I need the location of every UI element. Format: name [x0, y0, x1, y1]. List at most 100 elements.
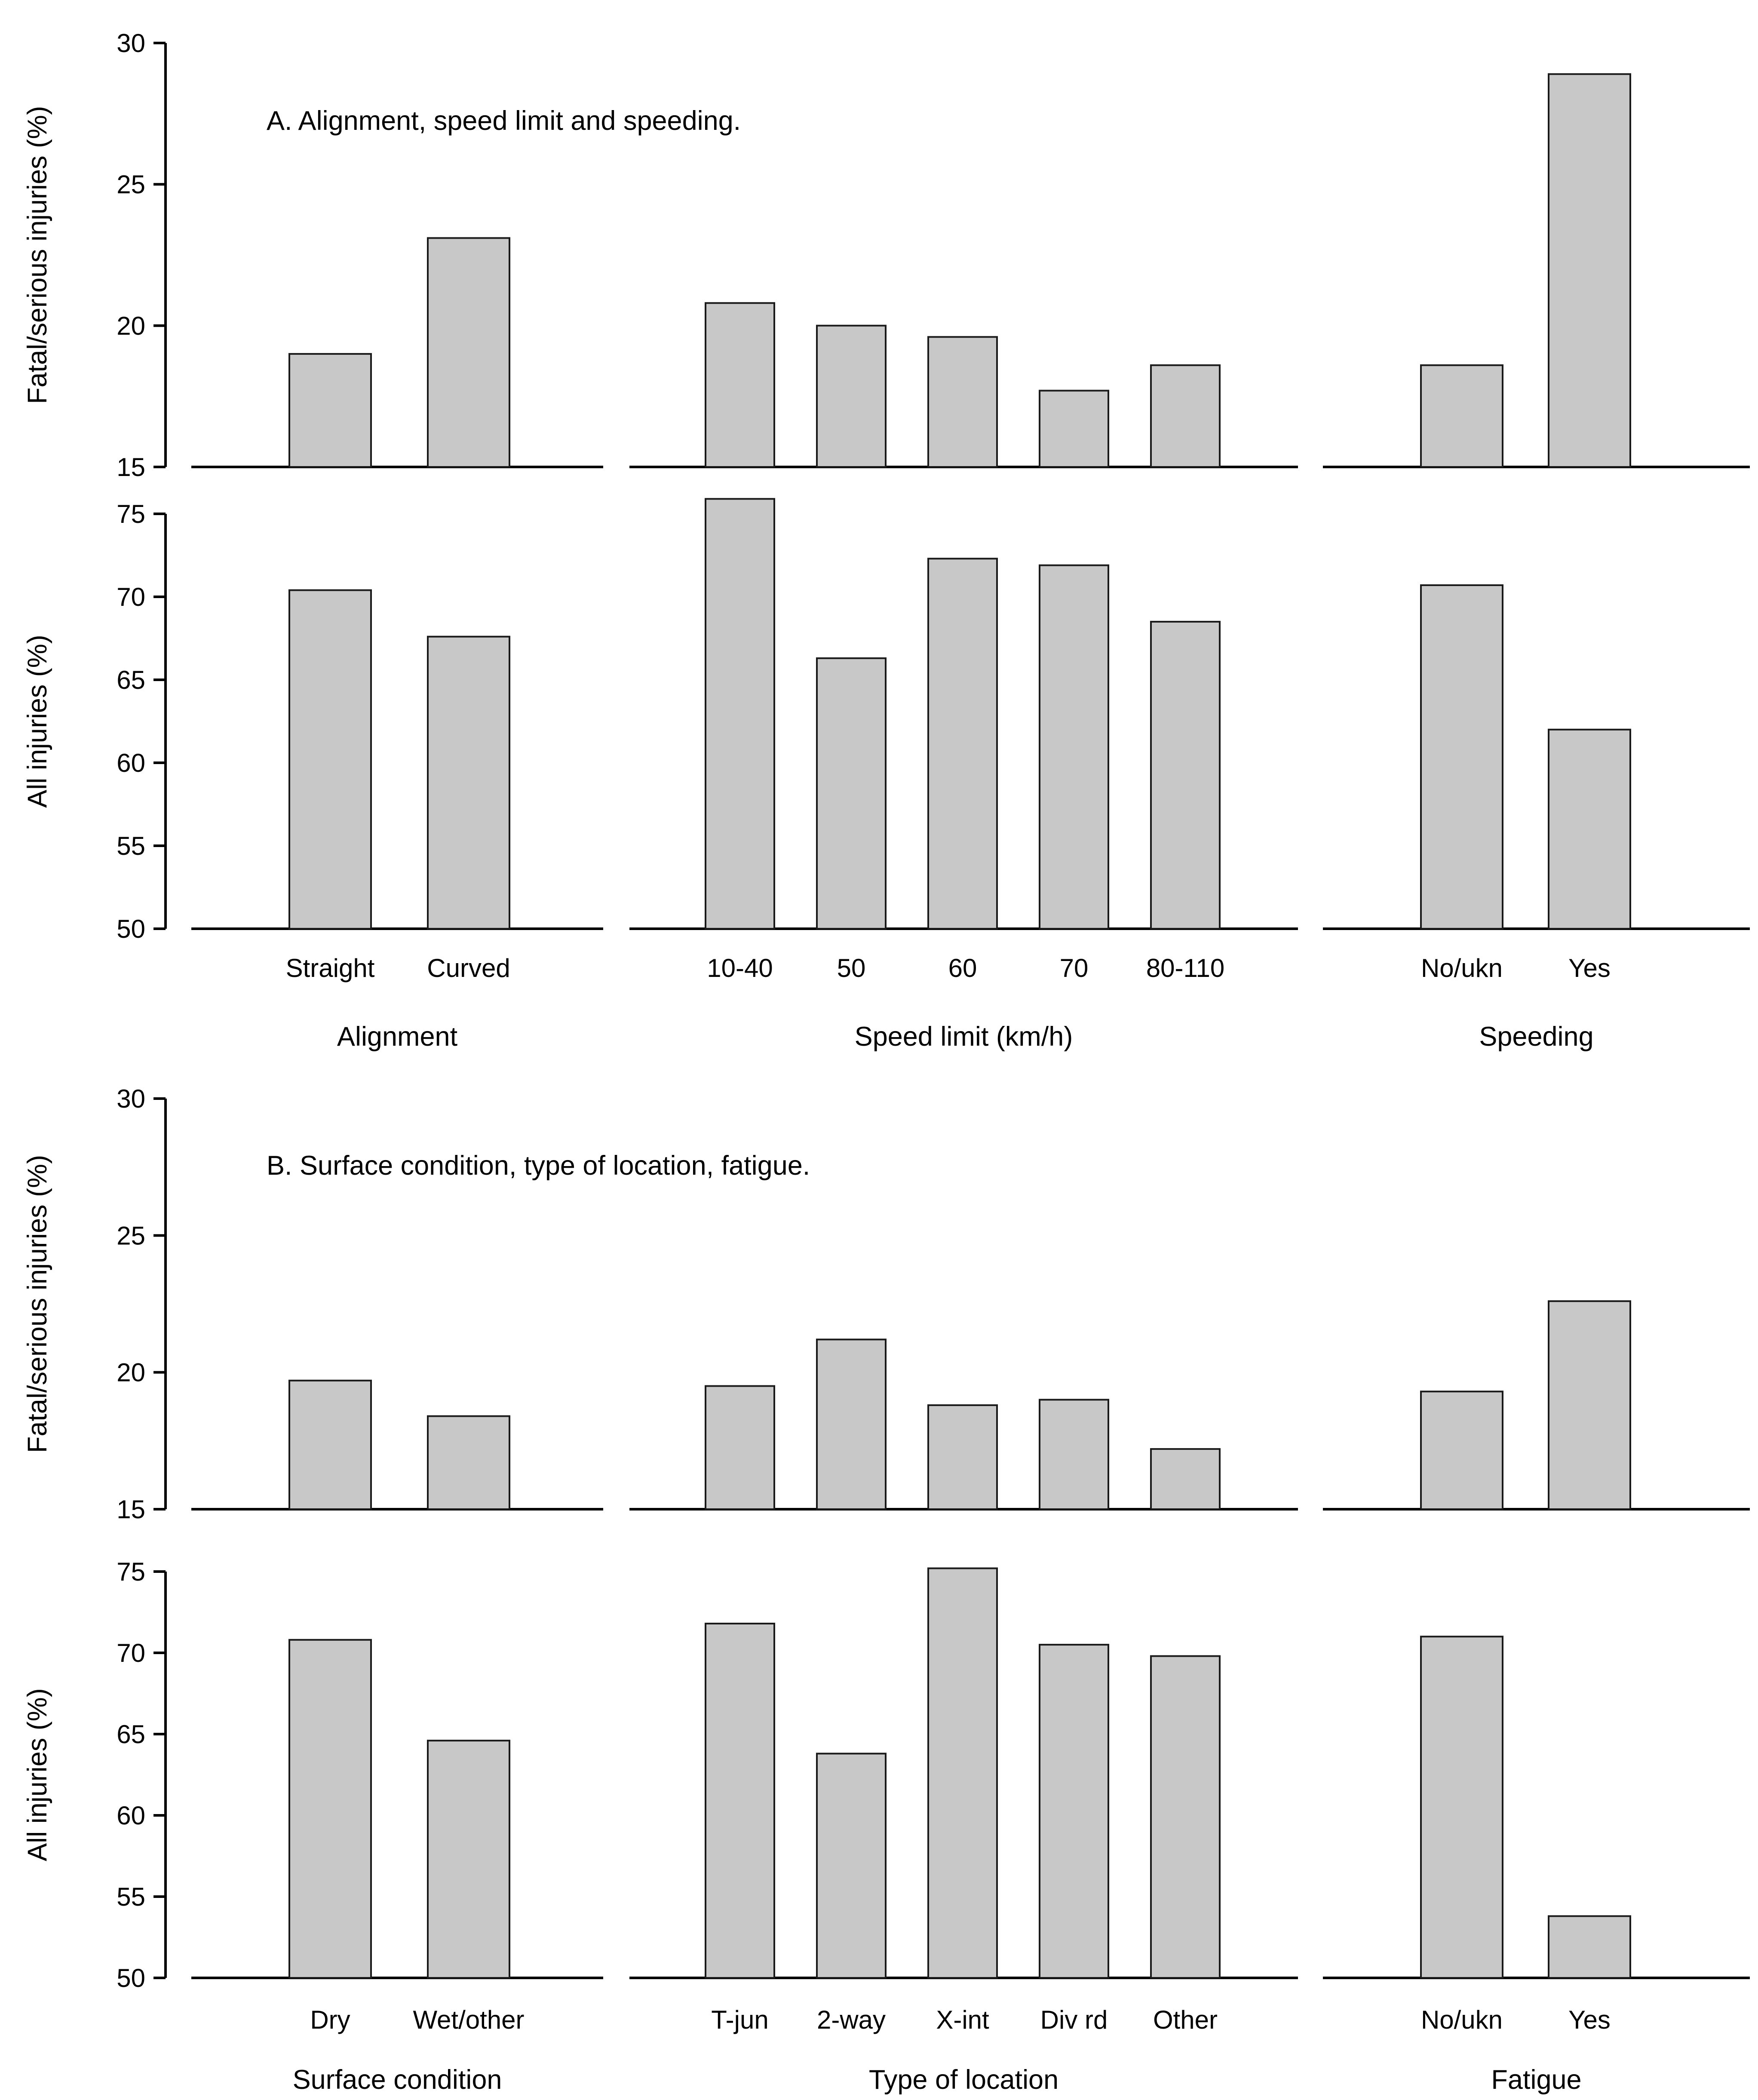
x-axis-title-fatigue: Fatigue	[1491, 2065, 1581, 2095]
x-axis-title-type-of-location: Type of location	[869, 2065, 1058, 2095]
y-tick-label: 15	[117, 453, 145, 482]
y-axis-title: Fatal/serious injuries (%)	[22, 1155, 52, 1453]
x-tick-label-no-ukn: No/ukn	[1421, 2005, 1503, 2034]
x-axis-title-speeding: Speeding	[1479, 1022, 1593, 1052]
y-tick-label: 50	[117, 1964, 145, 1993]
group-type-of-location	[629, 1567, 1298, 1979]
group-speeding	[1323, 584, 1750, 930]
y-axis-title: All injuries (%)	[22, 635, 52, 808]
bar-div-rd	[1039, 1399, 1109, 1510]
bar-straight	[288, 589, 372, 930]
x-tick-label-other: Other	[1153, 2005, 1218, 2034]
bar-yes	[1548, 73, 1631, 468]
panel-a-row-fatal-serious-injuries: 15 20 25 30 Fatal/serious injuries (%)	[22, 29, 1750, 482]
bar-dry	[288, 1379, 372, 1510]
bar-yes	[1548, 1915, 1631, 1979]
y-axis-title: Fatal/serious injuries (%)	[22, 106, 52, 404]
x-tick-label-t-jun: T-jun	[711, 2005, 768, 2034]
x-axis-title-alignment: Alignment	[337, 1022, 458, 1052]
bar-curved	[427, 636, 510, 930]
group-alignment	[191, 589, 603, 930]
panel-a-row-all-injuries: 50 55 60 65 70 75 All injuries (%)	[22, 498, 1750, 943]
panel-title-a: A. Alignment, speed limit and speeding.	[267, 106, 741, 136]
bar-50	[816, 657, 887, 930]
x-tick-label-60: 60	[948, 954, 977, 982]
bar-60	[927, 336, 998, 468]
panel-b: B. Surface condition, type of location, …	[22, 1084, 1750, 2095]
bar-no-ukn	[1420, 1391, 1503, 1511]
bar-other	[1150, 1448, 1221, 1511]
x-tick-label-no-ukn: No/ukn	[1421, 954, 1503, 982]
bar-80-110	[1150, 364, 1221, 468]
bar-10-40	[705, 498, 775, 930]
y-tick-label: 25	[117, 170, 145, 199]
y-tick-label: 75	[117, 1557, 145, 1586]
y-tick-label: 55	[117, 1882, 145, 1911]
bar-no-ukn	[1420, 364, 1503, 468]
x-tick-label-80-110: 80-110	[1146, 954, 1224, 982]
bar-curved	[427, 237, 510, 468]
x-tick-label-yes: Yes	[1568, 2005, 1611, 2034]
y-tick-label: 65	[117, 666, 145, 694]
bar-div-rd	[1039, 1644, 1109, 1979]
y-tick-label: 20	[117, 1358, 145, 1387]
group-surface-condition	[191, 1639, 603, 1979]
bar-wet-other	[427, 1415, 510, 1511]
bar-no-ukn	[1420, 584, 1503, 930]
x-axis-title-speed-limit-km-h: Speed limit (km/h)	[855, 1022, 1073, 1052]
x-tick-label-dry: Dry	[310, 2005, 350, 2034]
group-surface-condition	[191, 1379, 603, 1511]
bar-70	[1039, 564, 1109, 930]
group-type-of-location	[629, 1339, 1298, 1511]
y-tick-label: 60	[117, 749, 145, 777]
x-tick-label-wet-other: Wet/other	[413, 2005, 524, 2034]
group-speed-limit-km-h	[629, 302, 1298, 468]
y-tick-label: 15	[117, 1495, 145, 1524]
y-tick-label: 25	[117, 1221, 145, 1250]
x-tick-label-10-40: 10-40	[707, 954, 773, 982]
group-fatigue	[1323, 1300, 1750, 1511]
panel-a: A. Alignment, speed limit and speeding.1…	[22, 29, 1750, 1052]
y-tick-label: 30	[117, 29, 145, 58]
y-tick-label: 50	[117, 915, 145, 943]
bar-70	[1039, 390, 1109, 468]
bar-2-way	[816, 1753, 887, 1979]
x-axis-title-surface-condition: Surface condition	[293, 2065, 502, 2095]
bar-2-way	[816, 1339, 887, 1510]
x-tick-label-x-int: X-int	[936, 2005, 989, 2034]
y-tick-label: 70	[117, 1639, 145, 1667]
y-axis-title: All injuries (%)	[22, 1688, 52, 1861]
bar-straight	[288, 353, 372, 468]
bar-wet-other	[427, 1740, 510, 1979]
bar-other	[1150, 1655, 1221, 1979]
x-tick-label-yes: Yes	[1568, 954, 1611, 982]
bar-dry	[288, 1639, 372, 1979]
panel-title-b: B. Surface condition, type of location, …	[267, 1151, 810, 1181]
y-tick-label: 20	[117, 311, 145, 340]
y-tick-label: 75	[117, 500, 145, 528]
bar-10-40	[705, 302, 775, 468]
panel-b-row-all-injuries: 50 55 60 65 70 75 All injuries (%)	[22, 1557, 1750, 1993]
bar-yes	[1548, 728, 1631, 930]
bar-80-110	[1150, 620, 1221, 930]
x-tick-label-div-rd: Div rd	[1040, 2005, 1108, 2034]
y-tick-label: 55	[117, 832, 145, 860]
bar-x-int	[927, 1567, 998, 1979]
x-tick-label-curved: Curved	[427, 954, 510, 982]
bar-yes	[1548, 1300, 1631, 1510]
group-speed-limit-km-h	[629, 498, 1298, 930]
y-tick-label: 65	[117, 1720, 145, 1749]
bar-50	[816, 325, 887, 468]
y-tick-label: 30	[117, 1084, 145, 1113]
group-fatigue	[1323, 1636, 1750, 1979]
bar-no-ukn	[1420, 1636, 1503, 1979]
x-tick-label-50: 50	[837, 954, 866, 982]
bar-t-jun	[705, 1622, 775, 1979]
panel-b-row-fatal-serious-injuries: 15 20 25 30 Fatal/serious injuries (%)	[22, 1084, 1750, 1524]
bar-t-jun	[705, 1385, 775, 1510]
bar-60	[927, 558, 998, 930]
x-tick-label-2-way: 2-way	[817, 2005, 886, 2034]
x-tick-label-straight: Straight	[286, 954, 375, 982]
